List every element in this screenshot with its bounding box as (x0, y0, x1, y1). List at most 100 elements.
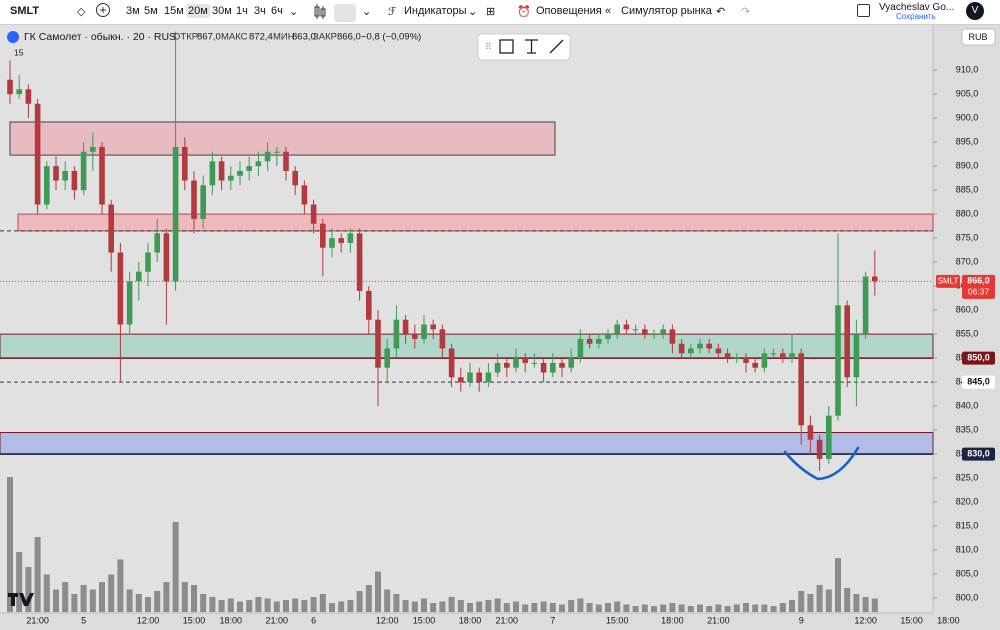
volume-bar (559, 604, 565, 612)
volume-bar (172, 522, 179, 612)
candle-body (71, 170, 78, 191)
legend-title: ГК Самолет · обыкн. · 20 · RUS (24, 31, 176, 43)
interval[interactable]: 30м (212, 5, 232, 17)
interval[interactable]: 3м (126, 5, 140, 17)
volume-bar (825, 589, 832, 612)
volume-bar (871, 598, 878, 612)
chevron[interactable]: ⌄ (468, 6, 478, 18)
candle-body (154, 233, 160, 253)
candle-body (182, 146, 188, 181)
candle-body (329, 238, 335, 248)
line-tool[interactable] (549, 39, 564, 54)
layout-square[interactable] (857, 4, 870, 17)
volume-bar (145, 597, 151, 612)
undo[interactable]: ↶ (716, 6, 726, 18)
candle-body (200, 185, 206, 219)
volume-bar (761, 604, 768, 612)
y-tick-label: 800,0 (956, 592, 979, 602)
candle-body (872, 276, 878, 282)
volume-bar (678, 604, 685, 612)
candle-body (798, 353, 804, 426)
indicators-button[interactable]: Индикаторы (404, 5, 467, 17)
x-tick-label: 18:00 (661, 615, 684, 625)
candle-body (715, 348, 722, 354)
candle-body (807, 425, 814, 440)
volume-bar (393, 594, 400, 612)
candle-body (218, 161, 225, 181)
candle-body (577, 338, 584, 359)
zone (0, 432, 934, 455)
x-tick-label: 12:00 (137, 615, 160, 625)
volume-bar (513, 601, 519, 612)
volume-bar (421, 598, 427, 612)
candle-body (605, 334, 611, 339)
candle-body (136, 271, 142, 282)
interval[interactable]: 1ч (236, 5, 248, 17)
chart-type-selected[interactable] (334, 4, 356, 22)
interval[interactable]: 15м (164, 5, 184, 17)
volume-bar (53, 589, 59, 612)
currency-box[interactable] (961, 28, 996, 46)
x-tick-label: 15:00 (183, 615, 206, 625)
redo[interactable]: ↷ (741, 6, 751, 18)
rect-tool[interactable] (499, 39, 514, 54)
indicators-icon[interactable]: ℱ (388, 6, 397, 18)
volume-bar (697, 604, 703, 612)
legend-close: 866,0 (337, 32, 361, 43)
alert-icon[interactable]: ⏰ (517, 6, 531, 18)
interval-selected[interactable]: 20м (186, 4, 210, 18)
interval[interactable]: 3ч (254, 5, 266, 17)
drag-handle[interactable]: ⠿ (485, 41, 492, 51)
chevron[interactable]: ⌄ (362, 6, 372, 18)
candle-body (402, 319, 409, 335)
candle-body (283, 151, 289, 171)
volume-bar (375, 571, 381, 612)
y-tick-label: 820,0 (956, 496, 979, 506)
candle-body (117, 252, 124, 325)
volume-bar (779, 603, 786, 612)
candles-icon[interactable] (313, 4, 327, 20)
candle-body (724, 353, 731, 359)
candle-body (338, 238, 344, 243)
layouts-icon[interactable]: ⊞ (486, 6, 496, 18)
candle-body (16, 89, 22, 95)
y-tick-label: 890,0 (956, 161, 979, 171)
volume-bar (503, 603, 510, 612)
volume-bar (117, 559, 124, 612)
last-price-badge (962, 274, 995, 299)
save-button[interactable]: Сохранить (896, 12, 936, 21)
candle-body (255, 161, 262, 167)
symbol-badge-label: SMLT (938, 276, 959, 285)
alerts-button[interactable]: Оповещения (536, 5, 602, 17)
candle-body (347, 233, 354, 243)
volume-bar (292, 598, 299, 612)
text-tool[interactable] (525, 39, 538, 54)
replay-icon[interactable]: « (605, 5, 612, 17)
candle-body (163, 233, 170, 282)
volume-bar (154, 591, 161, 612)
interval[interactable]: 6ч (271, 5, 283, 17)
candle-body (375, 319, 381, 368)
symbol-search[interactable]: SMLT (10, 5, 40, 17)
interval[interactable]: 5м (144, 5, 158, 17)
candle-body (632, 329, 639, 331)
replay-button[interactable]: Симулятор рынка (621, 5, 712, 17)
compare-button[interactable]: + (96, 3, 110, 17)
candle-body (412, 334, 418, 339)
x-tick-label: 5 (81, 615, 86, 625)
user-name[interactable]: Vyacheslav Go... (879, 2, 955, 13)
legend-icon[interactable] (7, 31, 19, 43)
candle-body (292, 170, 298, 186)
volume-bar (191, 585, 197, 612)
avatar[interactable]: V (966, 2, 984, 20)
diamond-icon[interactable]: ◇ (77, 6, 86, 18)
hand-drawn-arc (783, 446, 860, 481)
volume-bar (522, 604, 529, 612)
volume-bar (163, 582, 170, 612)
candle-body (651, 334, 657, 336)
y-tick-label: 825,0 (956, 472, 979, 482)
volume-bar (448, 597, 455, 612)
chevron[interactable]: ⌄ (289, 6, 299, 18)
x-tick-label: 18:00 (937, 615, 960, 625)
